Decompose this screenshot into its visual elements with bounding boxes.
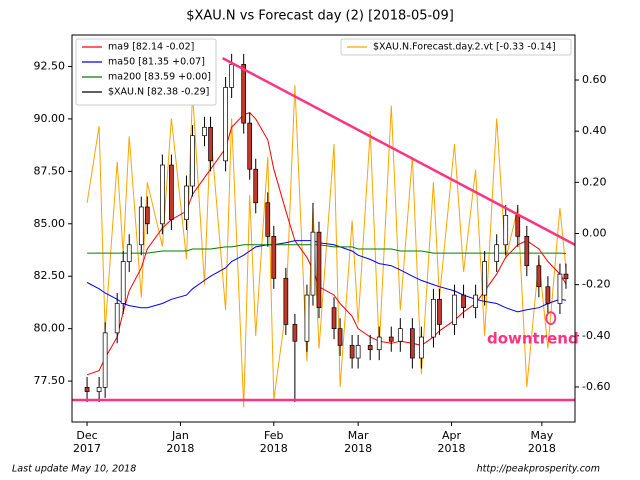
candle-body: [241, 64, 247, 124]
candle-body: [126, 244, 132, 262]
candle-body: [102, 332, 108, 388]
candle-body: [545, 286, 551, 304]
candle-body: [410, 328, 415, 359]
y2-tick-label: 0.00: [582, 226, 607, 239]
annotation-circle: [545, 311, 557, 326]
candle-body: [563, 273, 569, 280]
ma-line: [86, 240, 567, 313]
y-tick-label: 77.50: [34, 374, 66, 387]
candle-body: [144, 206, 150, 225]
legend-label: $XAU.N.Forecast.day.2.vt [-0.33 -0.14]: [373, 42, 556, 53]
candle-body: [337, 328, 343, 346]
candle-body: [310, 231, 316, 296]
candle-body: [160, 164, 165, 225]
candle-body: [208, 126, 213, 162]
footer-right: http://peakprosperity.com: [477, 464, 600, 475]
candle-body: [482, 261, 487, 296]
candle-body: [283, 277, 289, 325]
plot-frame: [71, 34, 576, 423]
legend-label: ma200 [83.59 +0.00]: [108, 72, 211, 83]
candle-body: [190, 135, 195, 187]
x-tick-label: May 2018: [528, 429, 556, 455]
y-tick-label: 85.00: [34, 217, 66, 230]
candle-body: [524, 236, 530, 267]
y2-tick-label: 0.20: [582, 175, 607, 188]
candle-body: [452, 294, 457, 325]
candle-body: [397, 328, 403, 342]
y2-tick-label: -0.40: [582, 329, 610, 342]
candle-body: [223, 87, 228, 162]
candle-body: [494, 244, 500, 262]
candle-body: [331, 307, 337, 330]
candle-body: [388, 336, 394, 342]
candle-body: [84, 387, 90, 392]
candle-body: [120, 261, 126, 304]
y2-tick-label: 0.40: [582, 124, 607, 137]
candle-body: [304, 294, 310, 342]
x-tick-label: Jan 2018: [166, 429, 194, 455]
candle-body: [367, 345, 373, 350]
y-tick-label: 82.50: [34, 269, 66, 282]
candle-body: [503, 215, 509, 246]
candle-body: [376, 336, 382, 350]
x-tick-label: Apr 2018: [438, 429, 466, 455]
candle-body: [431, 298, 436, 338]
candle-body: [349, 345, 355, 359]
candle-body: [265, 202, 271, 237]
y2-tick-label: 0.60: [582, 73, 607, 86]
candle-body: [169, 164, 174, 220]
candle-body: [557, 273, 563, 304]
chart-title: $XAU.N vs Forecast day (2) [2018-05-09]: [186, 9, 454, 24]
candle-body: [316, 231, 322, 309]
candle-body: [114, 303, 120, 334]
candle-body: [184, 185, 189, 220]
candle-body: [536, 265, 542, 288]
annotation: downtrend: [487, 330, 579, 348]
candle-body: [473, 294, 478, 309]
x-tick-label: Mar 2018: [344, 429, 372, 455]
ma-line: [87, 244, 567, 254]
y-tick-label: 92.50: [34, 59, 66, 72]
y-tick-label: 90.00: [34, 112, 66, 125]
x-tick-label: Dec 2017: [73, 429, 101, 455]
legend-label: $XAU.N [82.38 -0.29]: [108, 87, 209, 98]
candle-body: [271, 236, 277, 279]
candle-body: [461, 294, 466, 309]
candle-body: [437, 298, 442, 325]
legend-label: ma9 [82.14 -0.02]: [108, 42, 194, 53]
legend-label: ma50 [81.35 +0.07]: [108, 57, 205, 68]
y2-tick-label: -0.20: [582, 278, 610, 291]
legend: ma9 [82.14 -0.02] ma50 [81.35 +0.07] ma200…: [75, 38, 572, 106]
candle-body: [202, 126, 207, 137]
candle-body: [419, 336, 424, 359]
plot: [72, 53, 575, 408]
candle-body: [138, 206, 144, 246]
x-tick-label: Feb 2018: [260, 429, 288, 455]
y2-tick-label: -0.60: [582, 380, 610, 393]
legend-box-right: [340, 38, 572, 56]
candle-body: [96, 387, 102, 392]
y-tick-label: 80.00: [34, 322, 66, 335]
candle-body: [515, 215, 521, 237]
candle-body: [229, 64, 234, 88]
trend-line: [222, 56, 575, 246]
footer-left: Last update May 10, 2018: [12, 464, 136, 475]
candle-body: [253, 168, 259, 204]
candle-body: [247, 122, 253, 170]
legend-box: [75, 38, 217, 106]
y-tick-label: 87.50: [34, 164, 66, 177]
candle-body: [292, 324, 298, 342]
candle-body: [355, 345, 361, 359]
